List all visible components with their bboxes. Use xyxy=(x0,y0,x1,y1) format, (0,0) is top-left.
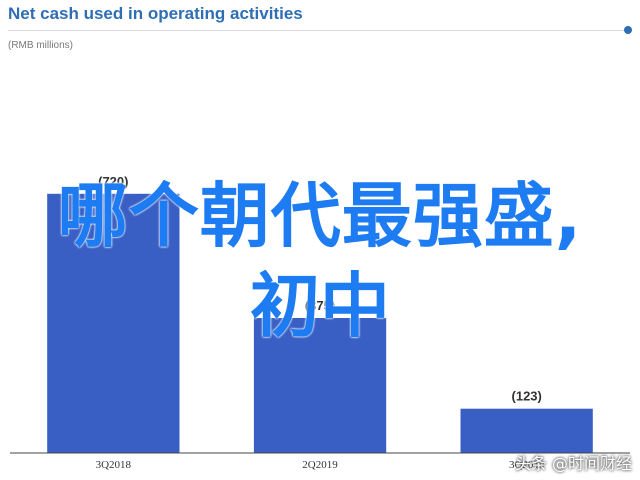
header-divider xyxy=(8,30,630,31)
bar-3Q2018 xyxy=(47,193,180,454)
category-label-2Q2019: 2Q2019 xyxy=(302,459,338,471)
unit-label: (RMB millions) xyxy=(8,40,73,51)
data-label-3Q2019: (123) xyxy=(512,389,542,404)
bar-3Q2019 xyxy=(460,408,593,453)
data-label-2Q2019: (375) xyxy=(305,298,335,313)
chart-title: Net cash used in operating activities xyxy=(8,4,303,23)
bar-2Q2019 xyxy=(253,318,387,453)
data-label-3Q2018: (720) xyxy=(98,174,128,189)
overlay-headline-line2: 初中 xyxy=(250,265,390,347)
category-label-3Q2019: 3Q2019 xyxy=(509,459,545,471)
header-dot-icon xyxy=(624,26,632,34)
category-label-3Q2018: 3Q2018 xyxy=(96,459,132,471)
overlay-headline-line1: 哪个朝代最强盛, xyxy=(57,175,583,257)
watermark: 头条 @时间财经 xyxy=(514,454,632,473)
